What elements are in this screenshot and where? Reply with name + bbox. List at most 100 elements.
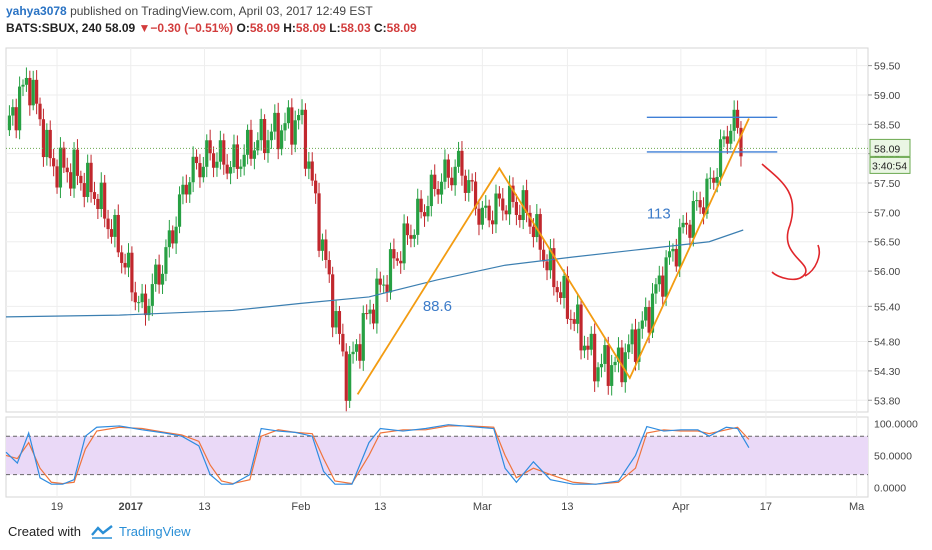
candle-body bbox=[208, 140, 212, 154]
candle-body bbox=[137, 302, 141, 304]
candle-body bbox=[38, 103, 42, 120]
candle-body bbox=[215, 161, 219, 168]
candle-body bbox=[256, 140, 260, 151]
candle-body bbox=[297, 115, 301, 121]
candle-body bbox=[633, 329, 638, 362]
created-with-text: Created with bbox=[8, 524, 81, 539]
candle-body bbox=[531, 226, 536, 238]
candle-body bbox=[382, 284, 386, 286]
candle-body bbox=[249, 129, 253, 159]
candle-body bbox=[7, 115, 12, 131]
candle-body bbox=[545, 261, 549, 271]
candle-body bbox=[436, 189, 440, 195]
candle-body bbox=[484, 205, 488, 208]
author-link[interactable]: yahya3078 bbox=[6, 4, 67, 18]
candle-body bbox=[123, 262, 127, 268]
candle-body bbox=[664, 257, 668, 297]
candle-body bbox=[280, 130, 284, 150]
current-price-label: 58.09 bbox=[874, 143, 900, 155]
candle-body bbox=[712, 177, 716, 183]
candle-body bbox=[143, 293, 148, 316]
candle-body bbox=[184, 184, 188, 195]
candle-body bbox=[337, 311, 342, 334]
candle-body bbox=[358, 344, 362, 361]
candle-body bbox=[739, 127, 743, 157]
current-price-badge bbox=[869, 138, 911, 157]
candle-body bbox=[116, 214, 120, 253]
footer: Created with TradingView bbox=[8, 524, 191, 539]
price-tick-label: 59.50 bbox=[874, 61, 900, 73]
candle-body bbox=[416, 198, 420, 235]
candle-body bbox=[99, 182, 103, 210]
abcd-pattern-line bbox=[356, 118, 750, 395]
candle-body bbox=[630, 329, 634, 345]
candle-body bbox=[327, 259, 331, 275]
candle-body bbox=[722, 136, 726, 140]
hand-drawn-arrow-curve bbox=[761, 163, 821, 281]
published-text: published on TradingView.com, April 03, … bbox=[70, 4, 373, 18]
candle-body bbox=[65, 167, 69, 173]
candle-body bbox=[198, 163, 202, 178]
close-value: 58.09 bbox=[386, 21, 417, 35]
candle-body bbox=[276, 112, 280, 150]
candle-body bbox=[286, 107, 291, 124]
candle-body bbox=[463, 175, 467, 193]
candle-body bbox=[201, 166, 205, 178]
tradingview-logo-icon bbox=[91, 524, 113, 539]
candle-body bbox=[623, 352, 627, 383]
candle-body bbox=[467, 180, 471, 193]
candle-body bbox=[395, 258, 399, 261]
candle-body bbox=[661, 275, 665, 297]
candle-body bbox=[647, 307, 651, 333]
candle-body bbox=[225, 164, 229, 174]
candle-body bbox=[191, 156, 195, 183]
candle-body bbox=[341, 333, 345, 352]
candle-body bbox=[552, 248, 556, 288]
candle-body bbox=[344, 351, 348, 401]
candle-body bbox=[562, 275, 566, 298]
candle-body bbox=[657, 275, 661, 285]
price-tick-label: 56.50 bbox=[874, 237, 900, 249]
candle-body bbox=[678, 227, 682, 267]
candle-body bbox=[58, 147, 63, 188]
open-label: O: bbox=[236, 21, 250, 35]
symbol-label: BATS:SBUX, 240 bbox=[6, 21, 102, 35]
candle-body bbox=[528, 212, 532, 227]
time-tick-label: 19 bbox=[51, 501, 63, 513]
price-chart[interactable]: 19 2017 13 Feb 13 Mar 13 Apr 17 Ma 59.50 59.00 58.50… bbox=[0, 40, 932, 518]
candle-body bbox=[79, 175, 83, 184]
candle-body bbox=[113, 214, 117, 237]
candle-body bbox=[501, 198, 505, 211]
candle-body bbox=[487, 205, 491, 221]
low-label: L: bbox=[329, 21, 341, 35]
candle-body bbox=[610, 365, 614, 386]
time-tick-label: 13 bbox=[198, 501, 210, 513]
low-value: 58.03 bbox=[340, 21, 371, 35]
candle-body bbox=[218, 140, 222, 162]
candle-body bbox=[21, 84, 25, 87]
candle-body bbox=[599, 363, 604, 368]
candle-body bbox=[640, 320, 644, 329]
candle-body bbox=[45, 129, 49, 158]
candle-body bbox=[150, 284, 154, 306]
open-value: 58.09 bbox=[249, 21, 280, 35]
oscillator-tick-label: 100.0000 bbox=[874, 418, 918, 430]
price-tick-label: 54.30 bbox=[874, 366, 900, 378]
oscillator-tick-label: 0.0000 bbox=[874, 482, 906, 494]
candle-body bbox=[133, 292, 137, 303]
candle-body bbox=[453, 166, 457, 186]
price-tick-label: 57.50 bbox=[874, 178, 900, 190]
countdown-label: 3:40:54 bbox=[872, 160, 907, 172]
down-arrow-icon: ▼ bbox=[138, 21, 151, 35]
candle-body bbox=[596, 367, 600, 382]
candle-body bbox=[317, 193, 321, 251]
candle-body bbox=[310, 161, 314, 181]
price-change: −0.30 (−0.51%) bbox=[150, 21, 234, 35]
candle-body bbox=[708, 177, 712, 179]
candle-body bbox=[480, 207, 484, 225]
candle-body bbox=[228, 167, 233, 174]
candle-body bbox=[494, 193, 498, 225]
tradingview-link[interactable]: TradingView bbox=[118, 524, 191, 539]
candle-body bbox=[351, 351, 355, 355]
candle-body bbox=[650, 293, 655, 333]
